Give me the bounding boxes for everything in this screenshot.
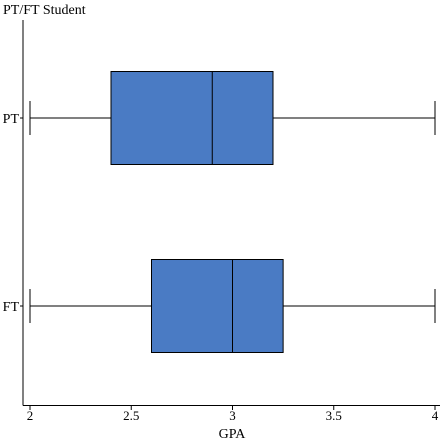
iqr-box <box>110 71 274 165</box>
x-tick-label: 3 <box>229 408 236 423</box>
iqr-box <box>151 259 284 353</box>
x-tick-label: 2 <box>27 408 34 423</box>
x-tick-label: 2.5 <box>123 408 139 423</box>
chart-title: PT/FT Student <box>3 3 86 18</box>
x-tick-label: 4 <box>432 408 439 423</box>
y-tick-label: FT <box>3 300 20 315</box>
y-tick-label: PT <box>3 112 20 127</box>
x-tick-label: 3.5 <box>326 408 342 423</box>
x-axis-label: GPA <box>219 427 247 442</box>
plot-area: 2 2.5 3 3.5 4 PT FT <box>3 20 440 423</box>
